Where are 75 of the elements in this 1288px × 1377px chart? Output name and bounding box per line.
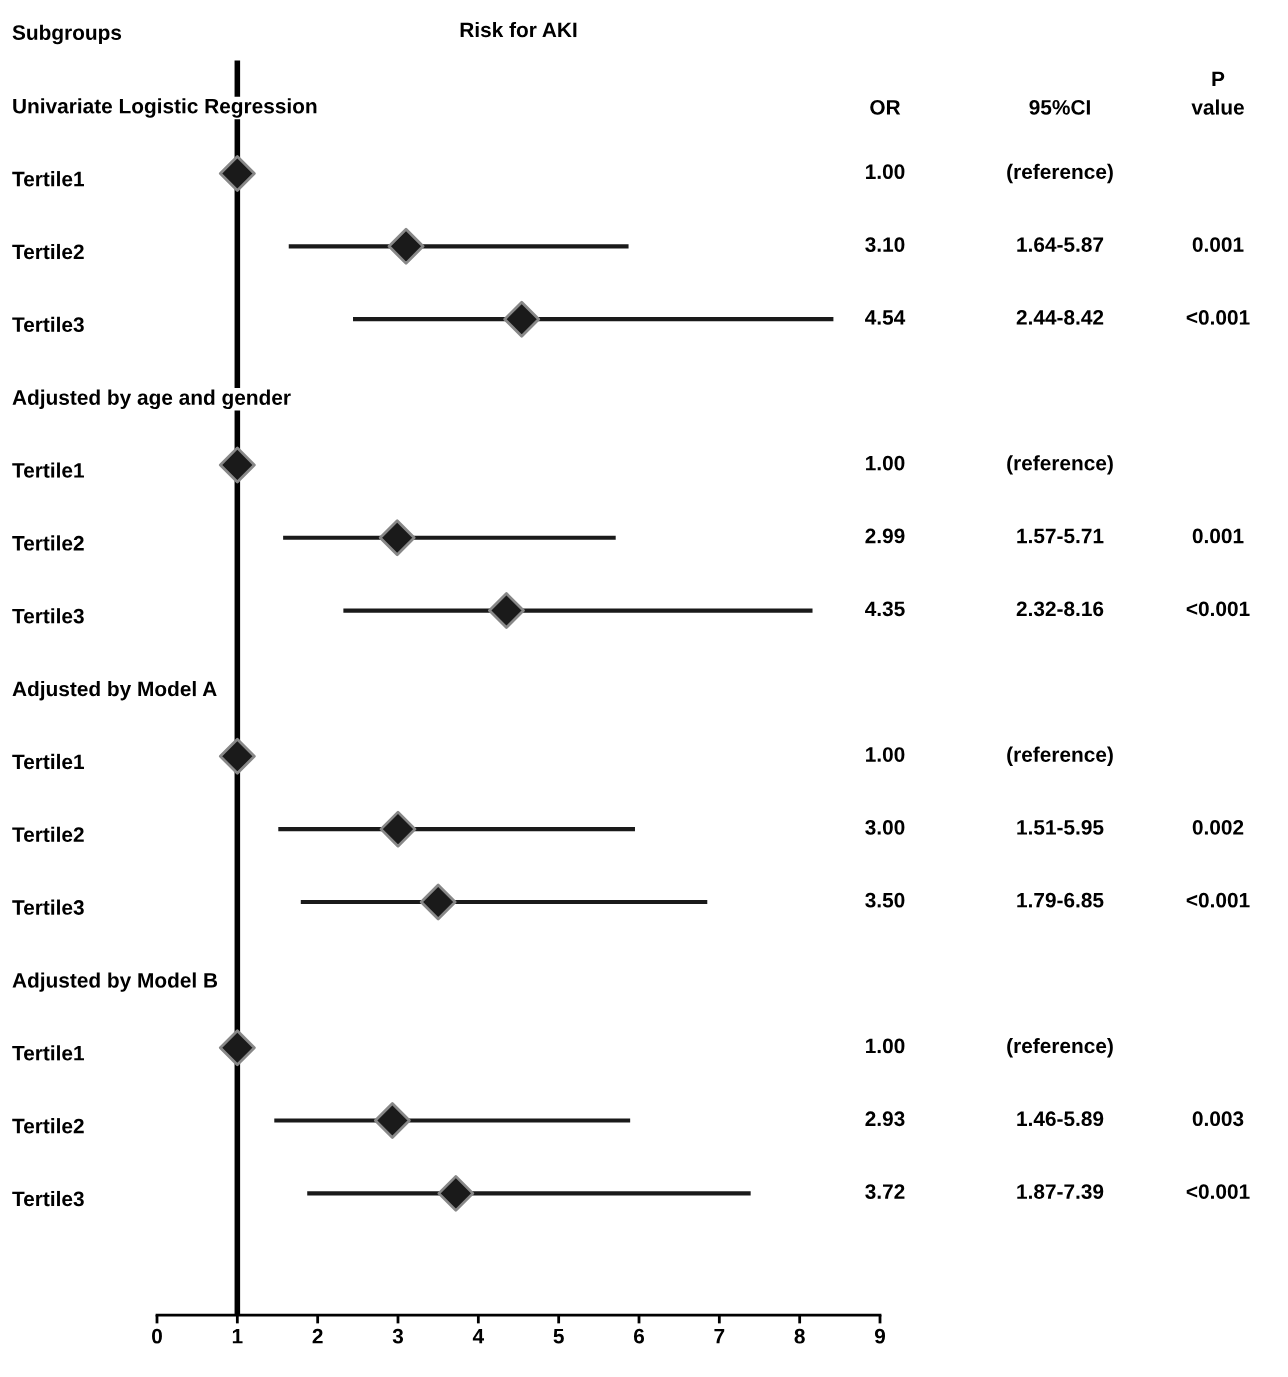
point [379, 810, 417, 848]
y-tick-label: Tertile1 [12, 171, 84, 187]
y-tick-label: Tertile2 [12, 243, 84, 260]
point [378, 519, 416, 557]
y-tick-label: Adjusted by Model A [12, 681, 217, 701]
y-tick-label: Adjusted by age and gender [12, 389, 291, 410]
chart-title: Risk for AKI [460, 21, 577, 38]
text: (reference) [1007, 455, 1113, 475]
annotation: 3.00 [865, 819, 905, 835]
text: <0.001 [1186, 601, 1250, 617]
y-tick-label: Tertile2 [12, 1118, 84, 1134]
y-tick-label: Tertile3 [12, 608, 84, 624]
annotation: 2.99 [865, 528, 905, 544]
point [503, 300, 541, 338]
point [387, 227, 425, 265]
text: 1.51-5.95 [1017, 819, 1104, 835]
y-tick-label: Tertile3 [12, 899, 84, 915]
x-tick-label: 2 [312, 1328, 323, 1344]
y-tick-label: Univariate Logistic Regression [13, 98, 317, 118]
x-tick-label: 7 [714, 1328, 725, 1344]
text: 1.57-5.71 [1017, 528, 1104, 544]
x-tick-label: 8 [794, 1328, 805, 1344]
annotation: 3.50 [865, 892, 905, 908]
text: 0.001 [1192, 237, 1244, 252]
text: 2.32-8.16 [1016, 601, 1104, 617]
x-tick-label: 9 [874, 1328, 886, 1344]
x-tick-label: 5 [553, 1328, 564, 1344]
text: 0.002 [1192, 819, 1244, 835]
text: 1.79-6.85 [1017, 892, 1104, 908]
text: (reference) [1007, 746, 1113, 766]
text: <0.001 [1186, 310, 1250, 325]
x-tick-label: 0 [152, 1328, 162, 1344]
text: <0.001 [1186, 892, 1250, 908]
y-tick-label: Tertile3 [12, 316, 84, 333]
y-tick-label: Tertile1 [12, 753, 84, 770]
y-tick-label: Adjusted by Model B [12, 972, 218, 992]
text: 1.64-5.87 [1017, 237, 1104, 252]
text: <0.001 [1186, 1184, 1250, 1199]
point [419, 883, 457, 921]
point [218, 155, 256, 192]
x-tick-label: 4 [472, 1328, 485, 1344]
point [373, 1102, 411, 1139]
text: (reference) [1007, 163, 1113, 184]
annotation: 4.35 [865, 601, 905, 617]
text: 2.44-8.42 [1016, 310, 1104, 325]
point [218, 1029, 256, 1067]
annotation: 2.93 [865, 1111, 905, 1127]
annotation: 1.00 [866, 747, 905, 762]
annotation: 3.10 [865, 237, 905, 252]
annotation: OR [870, 100, 901, 115]
text: 1.46-5.89 [1017, 1111, 1104, 1127]
text: 1.87-7.39 [1017, 1184, 1104, 1199]
x-tick-label: 1 [232, 1328, 243, 1344]
annotation: 1.00 [866, 455, 905, 471]
y-tick-label: Tertile1 [12, 1045, 84, 1061]
y-tick-label: Tertile2 [12, 535, 84, 551]
point [488, 592, 525, 629]
x-tick-label: 6 [633, 1328, 645, 1344]
text: (reference) [1007, 1037, 1113, 1058]
point [437, 1174, 475, 1212]
y-tick-label: Tertile3 [12, 1190, 84, 1207]
text: 0.001 [1192, 528, 1244, 544]
text: 95%CI [1029, 100, 1090, 115]
annotation: 4.54 [865, 310, 906, 325]
text: 0.003 [1192, 1111, 1244, 1127]
text: P value [1191, 71, 1244, 115]
point [218, 737, 256, 775]
y-tick-label: Tertile2 [12, 826, 84, 843]
y-tick-label: Tertile1 [12, 462, 84, 478]
y-axis-title: Subgroups [12, 24, 122, 45]
annotation: 1.00 [866, 1038, 905, 1054]
point [218, 446, 256, 484]
annotation: 3.72 [865, 1184, 905, 1199]
x-tick-label: 3 [392, 1328, 404, 1344]
annotation: 1.00 [866, 164, 905, 180]
